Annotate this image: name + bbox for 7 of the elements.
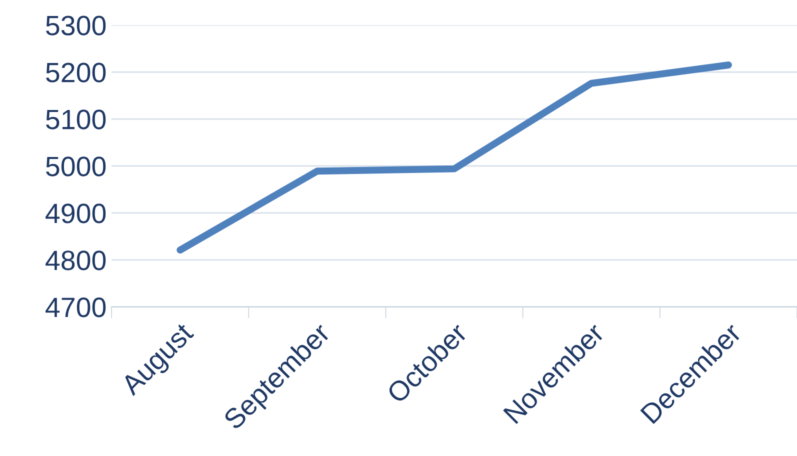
y-tick-label: 5100 [46, 110, 106, 130]
y-tick-label: 4700 [46, 298, 106, 318]
y-tick-label: 4800 [46, 250, 106, 270]
y-tick-label: 5200 [46, 62, 106, 82]
y-tick-label: 5000 [46, 156, 106, 176]
y-tick-label: 5300 [46, 16, 106, 36]
y-tick-label: 4900 [46, 204, 106, 224]
